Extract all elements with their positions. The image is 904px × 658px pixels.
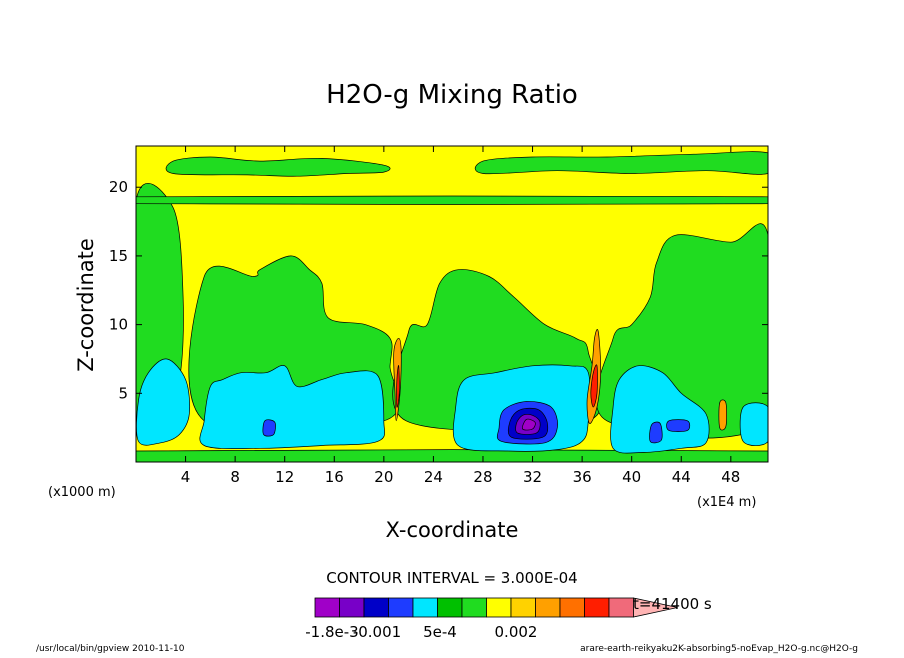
colorbar-swatch-2 xyxy=(363,597,389,618)
colorbar-swatch-10 xyxy=(559,597,585,618)
colorbar xyxy=(314,597,678,618)
region-blue-14 xyxy=(262,419,276,437)
x-tick-label-32: 32 xyxy=(523,468,542,486)
x-axis-ticks: 4 8 12 16 20 24 28 32 36 40 44 48 xyxy=(181,146,740,486)
region-cyan-13 xyxy=(739,402,768,447)
colorbar-swatch-1 xyxy=(339,597,365,618)
colorbar-swatch-8 xyxy=(510,597,536,618)
region-orange-25 xyxy=(718,399,727,431)
y-tick-label-5: 5 xyxy=(118,384,128,402)
x-unit-right-label: (x1E4 m) xyxy=(697,495,756,510)
region-cyan-9 xyxy=(136,358,191,446)
y-tick-label-10: 10 xyxy=(109,316,128,334)
x-tick-label-20: 20 xyxy=(374,468,393,486)
x-tick-label-8: 8 xyxy=(230,468,240,486)
region-blue-17 xyxy=(666,419,691,432)
contour-interval-text: CONTOUR INTERVAL = 3.000E-04 xyxy=(326,569,577,587)
x-tick-label-4: 4 xyxy=(181,468,191,486)
y-axis-ticks: 5 10 15 20 xyxy=(109,178,768,402)
footer-right: arare-earth-reikyaku2K-absorbing5-noEvap… xyxy=(580,644,858,654)
colorbar-swatch-6 xyxy=(461,597,487,618)
region-red-24 xyxy=(590,364,598,408)
colorbar-arrow xyxy=(633,597,678,618)
colorbar-swatch-0 xyxy=(314,597,340,618)
colorbar-swatch-12 xyxy=(608,597,634,618)
region-blue-16 xyxy=(649,421,663,444)
x-axis-label: X-coordinate xyxy=(386,518,519,542)
colorbar-swatch-4 xyxy=(412,597,438,618)
colorbar-label-2: 5e-4 xyxy=(423,623,457,641)
footer-left: /usr/local/bin/gpview 2010-11-10 xyxy=(36,644,185,654)
colorbar-swatch-3 xyxy=(388,597,414,618)
colorbar-labels: -1.8e-3-0.001 5e-4 0.002 xyxy=(305,623,537,641)
colorbar-swatch-7 xyxy=(486,597,512,618)
y-tick-label-20: 20 xyxy=(109,178,128,196)
colorbar-swatch-11 xyxy=(584,597,610,618)
x-tick-label-16: 16 xyxy=(325,468,344,486)
colorbar-swatch-9 xyxy=(535,597,561,618)
y-axis-label: Z-coordinate xyxy=(74,238,98,372)
region-green-5 xyxy=(136,195,768,205)
x-unit-label: (x1000 m) xyxy=(48,485,116,500)
x-tick-label-48: 48 xyxy=(721,468,740,486)
chart-title: H2O-g Mixing Ratio xyxy=(326,80,578,110)
y-tick-label-15: 15 xyxy=(109,247,128,265)
x-tick-label-12: 12 xyxy=(275,468,294,486)
colorbar-label-1: -0.001 xyxy=(353,623,401,641)
time-label: t=41400 s xyxy=(633,595,712,613)
colorbar-label-3: 0.002 xyxy=(495,623,538,641)
x-tick-label-44: 44 xyxy=(672,468,691,486)
region-violet-20 xyxy=(522,418,536,431)
region-red-22 xyxy=(396,365,400,408)
x-tick-label-36: 36 xyxy=(573,468,592,486)
x-tick-label-24: 24 xyxy=(424,468,443,486)
colorbar-swatch-5 xyxy=(437,597,463,618)
x-tick-label-28: 28 xyxy=(473,468,492,486)
region-green-8 xyxy=(136,449,768,462)
x-tick-label-40: 40 xyxy=(622,468,641,486)
region-cyan-10 xyxy=(199,365,385,449)
region-green-6 xyxy=(165,156,391,177)
plot-frame xyxy=(135,145,769,463)
contour-fill-area xyxy=(136,146,768,462)
colorbar-label-0: -1.8e-3 xyxy=(305,623,358,641)
